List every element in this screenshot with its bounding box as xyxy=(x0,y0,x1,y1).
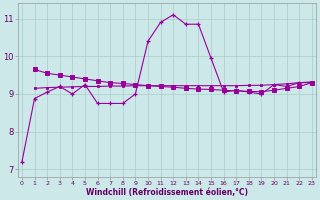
X-axis label: Windchill (Refroidissement éolien,°C): Windchill (Refroidissement éolien,°C) xyxy=(86,188,248,197)
